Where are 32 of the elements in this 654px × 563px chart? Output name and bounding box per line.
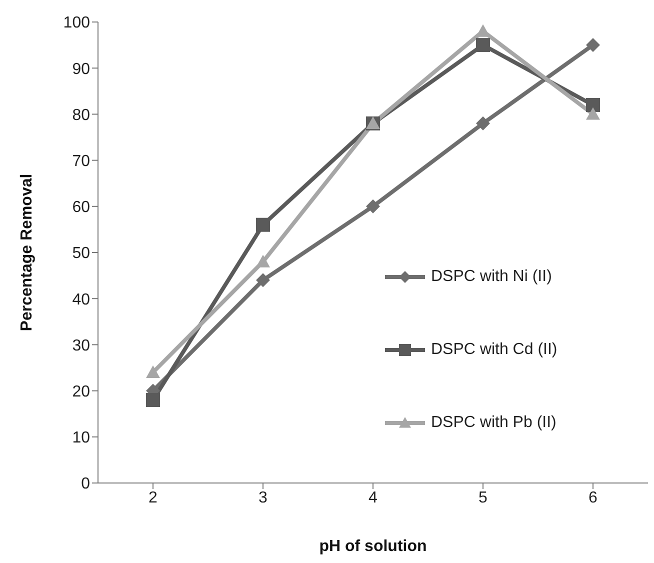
point [586,107,600,120]
x-tick-label: 5 [478,489,488,506]
y-tick-label: 0 [81,476,90,493]
y-tick-label: 30 [72,337,90,354]
y-tick-label: 50 [72,245,90,262]
x-tick-label: 4 [368,489,378,506]
point [146,365,160,378]
point [256,218,270,232]
point [256,273,270,288]
point [146,393,160,408]
legend-label: DSPC with Pb (II) [431,414,556,432]
point [366,199,380,214]
legend-label: DSPC with Ni (II) [431,268,552,286]
point [476,116,490,130]
point [476,38,490,52]
y-tick-label: 10 [72,430,90,447]
x-tick-label: 2 [148,489,158,506]
y-tick-label: 100 [63,14,90,32]
point [586,98,600,112]
x-axis-title: pH of solution [319,538,427,555]
y-tick-label: 20 [72,383,90,400]
point [256,254,270,268]
legend-label: DSPC with Cd (II) [431,341,558,359]
y-axis-title: Percentage Removal [18,174,36,332]
y-tick-label: 70 [72,152,90,170]
y-tick-label: 90 [72,60,90,78]
y-tick-label: 40 [72,291,90,308]
y-tick-label: 80 [72,106,90,124]
x-tick-label: 6 [588,489,598,506]
y-tick-label: 60 [72,199,90,216]
point [586,38,600,52]
x-tick-label: 3 [258,489,268,506]
